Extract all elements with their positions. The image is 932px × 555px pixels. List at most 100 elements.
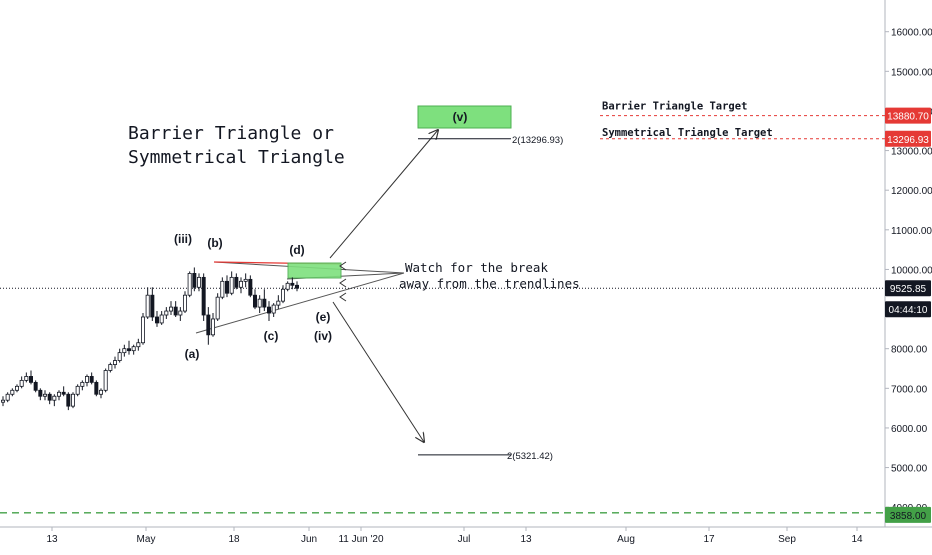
candle[interactable] [196,273,201,292]
candle[interactable] [66,392,71,411]
candle[interactable] [150,287,155,321]
candle[interactable] [131,344,136,355]
candle[interactable] [173,301,178,317]
candle[interactable] [10,388,15,397]
candle[interactable] [280,285,285,304]
candle[interactable] [108,362,113,373]
wave-d-box[interactable] [287,262,342,279]
candle[interactable] [234,273,239,290]
candle-body [192,273,197,288]
candle[interactable] [113,356,118,369]
candle[interactable] [33,380,38,393]
support-badge[interactable]: 3858.00 [885,506,931,523]
candle[interactable] [290,277,295,290]
candle[interactable] [43,390,48,401]
candle[interactable] [140,313,145,345]
barrier-target-badge[interactable]: 13880.70 [885,107,931,124]
candle[interactable] [238,277,243,294]
candle[interactable] [154,311,159,327]
candle[interactable] [99,388,104,399]
x-tick-label: Jul [458,534,471,545]
candle[interactable] [252,289,257,310]
candle[interactable] [201,273,206,321]
candle[interactable] [28,370,33,385]
candle[interactable] [164,307,169,319]
candle[interactable] [75,384,80,397]
candle[interactable] [85,374,90,387]
candle-body [52,395,57,401]
candle[interactable] [266,301,271,321]
candle[interactable] [210,313,215,337]
candle-body [210,318,215,336]
candle[interactable] [271,303,276,317]
candle-body [178,310,183,316]
wave-label: (iii) [174,232,192,246]
candle[interactable] [257,295,262,314]
candle-body [215,296,220,320]
candle[interactable] [285,281,290,292]
candle[interactable] [136,338,141,351]
candle[interactable] [243,273,248,288]
candle[interactable] [220,277,225,300]
candle-body [140,316,145,344]
candle[interactable] [159,311,164,325]
candle[interactable] [276,295,281,310]
candle[interactable] [14,384,19,393]
candle-body [201,276,206,316]
candle[interactable] [0,396,6,407]
candle[interactable] [94,380,99,397]
candle[interactable] [103,368,108,393]
candle-body [290,282,295,286]
candle[interactable] [122,344,127,357]
candle[interactable] [5,392,10,403]
lower-trendline[interactable] [195,272,405,334]
candle[interactable] [117,348,122,363]
current-price-badge[interactable]: 9525.85 [885,280,931,297]
countdown-badge[interactable]: 04:44:10 [885,301,931,318]
candle[interactable] [47,392,52,405]
candle[interactable] [38,388,43,401]
badge-text: 9525.85 [890,284,927,295]
candle[interactable] [229,271,234,296]
candle[interactable] [192,267,197,292]
candle[interactable] [206,307,211,345]
candle-body [14,385,19,391]
candle[interactable] [71,392,76,409]
badge-bg [885,280,931,297]
candle-body [38,389,43,397]
candle[interactable] [89,372,94,385]
badge-text: 13880.70 [887,112,929,123]
price-axis-panel[interactable] [885,0,932,550]
candle[interactable] [168,301,173,316]
candle-body [224,280,229,294]
candle[interactable] [57,390,62,401]
badge-text: 3858.00 [890,511,927,522]
candle-body [285,282,290,290]
wave-v-box[interactable] [417,105,512,129]
candle[interactable] [145,287,150,319]
symmetrical-target-badge[interactable]: 13296.93 [885,130,931,147]
candle[interactable] [294,281,299,292]
candle-body [122,348,127,354]
candle[interactable] [187,271,192,298]
candle[interactable] [224,275,229,298]
up-arrow[interactable] [329,130,438,259]
candle[interactable] [248,275,253,298]
candle-body [108,364,113,371]
candle[interactable] [262,289,267,312]
candle[interactable] [182,291,187,314]
candle[interactable] [61,386,66,397]
candle[interactable] [215,293,220,321]
candle[interactable] [19,376,24,389]
candle[interactable] [80,380,85,391]
candle[interactable] [178,307,183,321]
candle[interactable] [52,394,57,407]
candle[interactable] [24,372,29,383]
candle[interactable] [127,340,132,355]
badge-bg [885,506,931,523]
y-tick-label: 11000.00 [891,226,932,237]
down-arrow[interactable] [332,301,424,442]
chevron-left-icon [339,278,347,288]
